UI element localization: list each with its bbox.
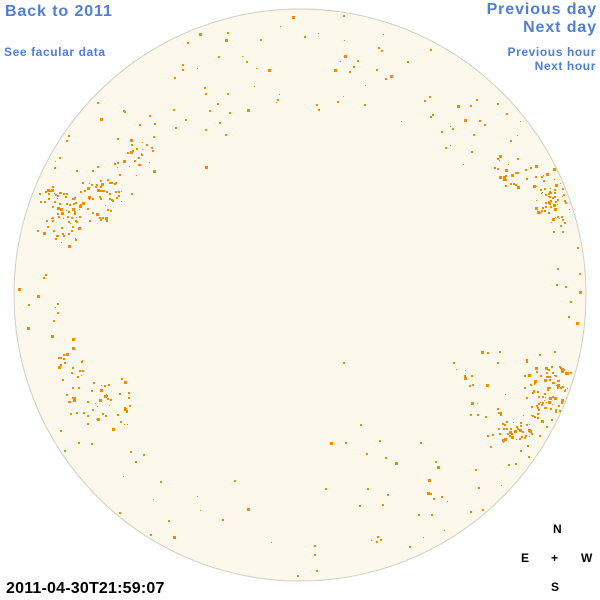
compass-west-label: W bbox=[581, 551, 593, 565]
compass-east-label: E bbox=[521, 551, 530, 565]
see-facular-data-link[interactable]: See facular data bbox=[4, 45, 106, 59]
day-navigation: Previous day Next day bbox=[487, 1, 597, 36]
active-region-dots bbox=[18, 15, 582, 577]
compass-north-label: N bbox=[553, 522, 562, 536]
back-to-2011-link[interactable]: Back to 2011 bbox=[5, 3, 113, 20]
compass-south-label: S bbox=[551, 580, 560, 594]
next-day-link[interactable]: Next day bbox=[523, 18, 597, 36]
previous-hour-link[interactable]: Previous hour bbox=[507, 45, 596, 59]
next-hour-link[interactable]: Next hour bbox=[534, 59, 596, 73]
timestamp: 2011-04-30T21:59:07 bbox=[6, 580, 165, 597]
compass-center-cross: + bbox=[551, 551, 559, 565]
hour-navigation: Previous hour Next hour bbox=[508, 45, 596, 73]
previous-day-link[interactable]: Previous day bbox=[486, 1, 597, 18]
solar-disk bbox=[13, 8, 587, 582]
